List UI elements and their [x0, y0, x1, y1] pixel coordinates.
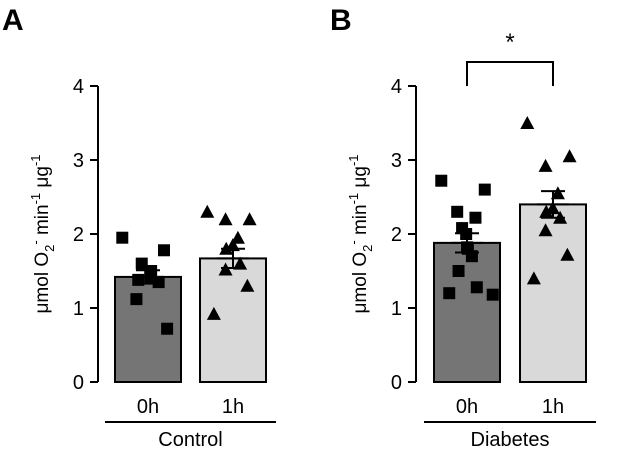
bar-0h: [433, 241, 501, 383]
data-point-square: [478, 183, 491, 196]
data-point-triangle: [526, 271, 541, 285]
bar-1h: [519, 203, 587, 383]
y-tick-label: 4: [73, 76, 84, 98]
x-tick-label: 1h: [542, 396, 564, 418]
data-point-square: [486, 288, 499, 301]
data-point-triangle: [538, 223, 553, 237]
group-label: Control: [158, 429, 222, 451]
data-point-triangle: [233, 256, 248, 270]
data-point-triangle: [562, 149, 577, 163]
data-point-square: [470, 281, 483, 294]
data-point-triangle: [538, 158, 553, 172]
data-point-square: [130, 293, 143, 306]
panel-letter: A: [2, 4, 24, 37]
ylabel-prefix: μmol O: [32, 252, 53, 314]
ylabel-sup2: -1: [346, 193, 361, 205]
data-point-square: [443, 287, 456, 300]
significance-bracket: [466, 61, 554, 86]
ylabel-post: μg: [350, 166, 371, 193]
data-point-square: [451, 205, 464, 218]
y-tick-label: 0: [73, 372, 84, 394]
ylabel-sup2: -1: [28, 193, 43, 205]
data-point-square: [135, 257, 148, 270]
data-point-triangle: [560, 247, 575, 261]
ylabel-sup: -: [28, 240, 43, 244]
ylabel-sub: 2: [42, 245, 57, 252]
x-tick-label: 0h: [456, 396, 478, 418]
y-tick-label: 0: [391, 372, 402, 394]
data-point-square: [157, 244, 170, 257]
ylabel-sup: -: [346, 240, 361, 244]
x-tick-label: 1h: [222, 396, 244, 418]
ylabel-mid: min: [32, 204, 53, 240]
y-tick-label: 1: [73, 298, 84, 320]
data-point-triangle: [539, 204, 554, 218]
data-point-triangle: [240, 278, 255, 292]
ylabel-post: μg: [32, 166, 53, 193]
data-point-triangle: [242, 212, 257, 226]
data-point-square: [452, 265, 465, 277]
panel-letter: B: [330, 4, 352, 37]
y-tick-label: 2: [391, 224, 402, 246]
y-tick-label: 3: [73, 150, 84, 172]
ylabel-sup3: -1: [346, 154, 361, 166]
y-tick-label: 1: [391, 298, 402, 320]
data-point-square: [152, 276, 165, 289]
data-point-triangle: [550, 186, 565, 200]
ylabel-mid: min: [350, 204, 371, 240]
y-tick-label: 4: [391, 76, 402, 98]
data-point-triangle: [520, 116, 535, 129]
y-tick-label: 3: [391, 150, 402, 172]
y-axis-title: μmol O2- min-1 μg-1: [28, 154, 57, 313]
group-label: Diabetes: [471, 429, 550, 451]
y-tick-label: 2: [73, 224, 84, 246]
data-point-triangle: [230, 230, 245, 244]
data-point-square: [116, 231, 129, 244]
ylabel-sup3: -1: [28, 154, 43, 166]
data-point-triangle: [218, 212, 233, 226]
y-axis-title: μmol O2- min-1 μg-1: [346, 154, 375, 313]
ylabel-sub: 2: [360, 245, 375, 252]
data-point-triangle: [200, 204, 215, 218]
significance-star: *: [505, 29, 514, 56]
bar-1h: [199, 257, 267, 384]
data-point-triangle: [206, 306, 221, 320]
ylabel-prefix: μmol O: [350, 252, 371, 314]
data-point-square: [435, 174, 448, 187]
data-point-square: [161, 322, 174, 335]
x-tick-label: 0h: [137, 396, 159, 418]
data-point-square: [469, 211, 482, 224]
